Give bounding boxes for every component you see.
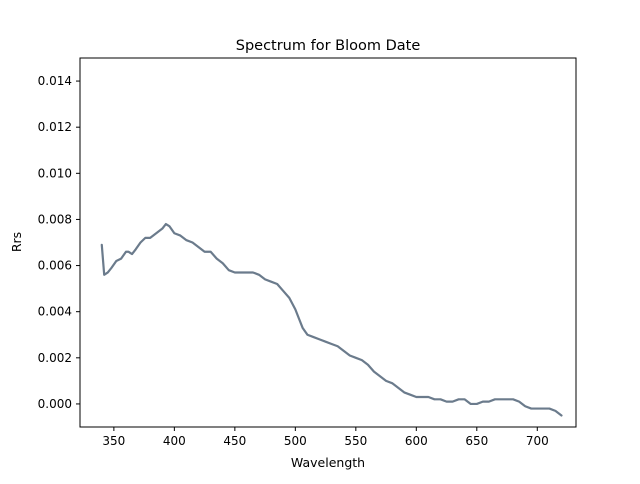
y-tick-label: 0.012 <box>38 120 72 134</box>
x-axis-ticks: 350 400 450 500 550 600 650 700 <box>102 427 549 448</box>
x-tick-label: 550 <box>344 434 367 448</box>
x-tick-label: 700 <box>526 434 549 448</box>
x-tick-label: 600 <box>405 434 428 448</box>
x-tick-label: 400 <box>163 434 186 448</box>
y-tick-label: 0.000 <box>38 397 72 411</box>
plot-frame <box>79 57 577 428</box>
y-axis-ticks: 0.000 0.002 0.004 0.006 0.008 0.010 0.012 0.014 <box>38 74 80 411</box>
series-line <box>100 222 563 417</box>
y-tick-label: 0.008 <box>38 212 72 226</box>
x-tick-label: 500 <box>284 434 307 448</box>
x-tick-label: 450 <box>223 434 246 448</box>
y-tick-label: 0.014 <box>38 74 72 88</box>
y-tick-label: 0.002 <box>38 351 72 365</box>
y-tick-label: 0.004 <box>38 305 72 319</box>
x-axis-label: Wavelength <box>291 455 365 470</box>
y-tick-label: 0.010 <box>38 166 72 180</box>
x-tick-label: 350 <box>102 434 125 448</box>
y-axis-label: Rrs <box>9 232 24 252</box>
y-tick-label: 0.006 <box>38 259 72 273</box>
chart-title: Spectrum for Bloom Date <box>236 38 421 54</box>
x-tick-label: 650 <box>465 434 488 448</box>
plot-series-group <box>100 222 563 417</box>
